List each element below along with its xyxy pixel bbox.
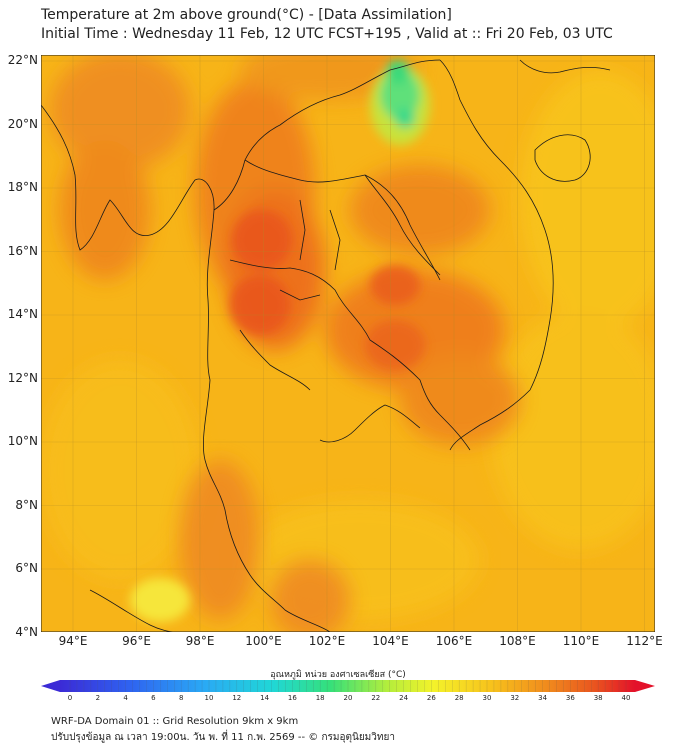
footer-update-info: ปรับปรุงข้อมูล ณ เวลา 19:00น. วัน พ. ที่…	[51, 732, 395, 743]
lon-label: 102°E	[308, 634, 346, 648]
colorbar-tick-label: 34	[538, 694, 548, 702]
lat-label: 14°N	[7, 307, 38, 321]
colorbar-tick-label: 36	[565, 694, 575, 702]
lat-label: 18°N	[7, 180, 38, 194]
colorbar-tick-label: 22	[371, 694, 381, 702]
colorbar-tick-label: 0	[67, 694, 73, 702]
temperature-field	[41, 55, 655, 632]
colorbar-tick-label: 38	[593, 694, 603, 702]
footer-grid-info: WRF-DA Domain 01 :: Grid Resolution 9km …	[51, 716, 299, 727]
colorbar-tick-label: 20	[343, 694, 353, 702]
colorbar-tick-label: 26	[426, 694, 436, 702]
colorbar-tick-label: 30	[482, 694, 492, 702]
colorbar-tick-label: 12	[232, 694, 242, 702]
lat-label: 4°N	[15, 624, 38, 639]
lat-label: 22°N	[7, 53, 38, 67]
lon-label: 98°E	[185, 634, 215, 648]
lon-label: 106°E	[435, 634, 473, 648]
lat-label: 20°N	[7, 116, 38, 131]
colorbar-tick-label: 4	[123, 694, 128, 702]
colorbar-high-arrow	[635, 680, 655, 692]
colorbar-low-arrow	[41, 680, 60, 692]
lon-label: 94°E	[58, 634, 88, 648]
colorbar-tick-label: 24	[399, 694, 409, 702]
lon-label: 112°E	[626, 634, 663, 648]
colorbar-tick-label: 8	[178, 694, 184, 702]
lat-label: 16°N	[7, 243, 38, 258]
lat-label: 12°N	[7, 370, 38, 385]
colorbar-tick-label: 10	[204, 694, 214, 702]
lon-label: 110°E	[562, 634, 600, 648]
colorbar-title: อุณหภูมิ หน่วย องศาเซลเซียส (°C)	[270, 670, 406, 680]
colorbar-tick-label: 2	[95, 694, 101, 702]
colorbar-tick-label: 6	[151, 694, 156, 702]
lat-label: 8°N	[15, 497, 38, 512]
chart-subtitle: Initial Time : Wednesday 11 Feb, 12 UTC …	[41, 26, 613, 42]
lon-label: 108°E	[499, 634, 536, 648]
chart-title: Temperature at 2m above ground(°C) - [Da…	[41, 7, 452, 23]
colorbar-tick-label: 32	[510, 694, 520, 702]
colorbar-tick-label: 18	[315, 694, 325, 702]
colorbar-tick-label: 28	[454, 694, 464, 702]
lat-label: 6°N	[15, 561, 38, 575]
colorbar-tick-label: 16	[287, 694, 297, 702]
map-gridlines	[41, 55, 655, 632]
lon-label: 100°E	[245, 634, 282, 648]
colorbar-tick-label: 40	[621, 694, 631, 702]
colorbar-tick-label: 14	[260, 694, 270, 702]
lon-label: 96°E	[122, 634, 151, 648]
map-borders	[41, 59, 611, 632]
lat-label: 10°N	[7, 434, 38, 448]
lon-label: 104°E	[372, 634, 409, 648]
colorbar	[60, 680, 635, 692]
